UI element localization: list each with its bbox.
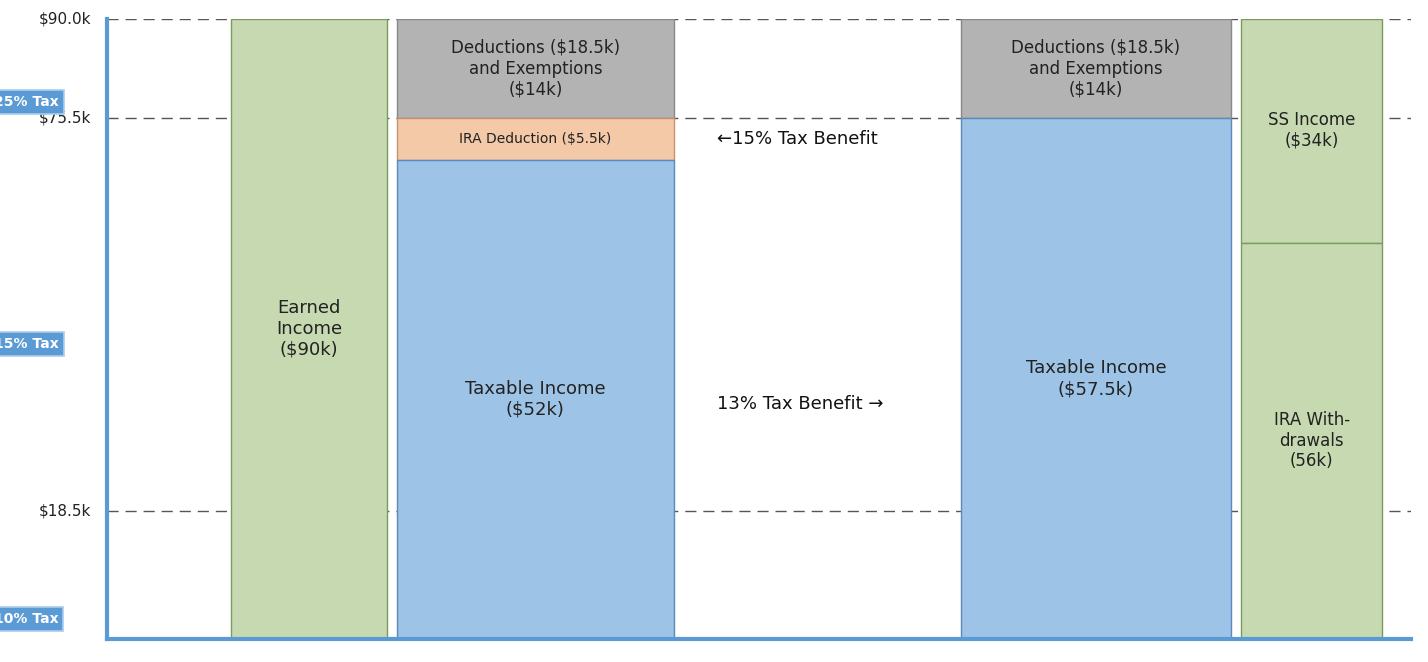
Text: Deductions ($18.5k)
and Exemptions
($14k): Deductions ($18.5k) and Exemptions ($14k… — [1011, 38, 1181, 98]
Text: $90.0k: $90.0k — [39, 11, 91, 26]
Text: 25% Tax: 25% Tax — [0, 95, 59, 109]
Bar — [1241, 242, 1382, 639]
Text: Taxable Income
($57.5k): Taxable Income ($57.5k) — [1025, 359, 1167, 398]
Text: 10% Tax: 10% Tax — [0, 612, 59, 626]
Text: Earned
Income
($90k): Earned Income ($90k) — [276, 299, 343, 359]
Text: 15% Tax: 15% Tax — [0, 337, 59, 351]
Bar — [397, 19, 674, 118]
Text: IRA Deduction ($5.5k): IRA Deduction ($5.5k) — [460, 132, 611, 146]
Text: IRA With-
drawals
(56k): IRA With- drawals (56k) — [1274, 411, 1349, 471]
Bar — [231, 19, 387, 639]
Text: Deductions ($18.5k)
and Exemptions
($14k): Deductions ($18.5k) and Exemptions ($14k… — [451, 38, 620, 98]
Text: $75.5k: $75.5k — [39, 111, 91, 126]
Text: 13% Tax Benefit →: 13% Tax Benefit → — [717, 395, 884, 414]
Text: SS Income
($34k): SS Income ($34k) — [1268, 111, 1355, 150]
Text: Taxable Income
($52k): Taxable Income ($52k) — [466, 380, 605, 419]
Text: $18.5k: $18.5k — [39, 504, 91, 519]
Text: ←15% Tax Benefit: ←15% Tax Benefit — [717, 130, 878, 148]
Bar — [961, 118, 1231, 639]
Bar — [397, 160, 674, 639]
Bar — [961, 19, 1231, 118]
Bar — [1241, 19, 1382, 242]
Bar — [397, 118, 674, 160]
